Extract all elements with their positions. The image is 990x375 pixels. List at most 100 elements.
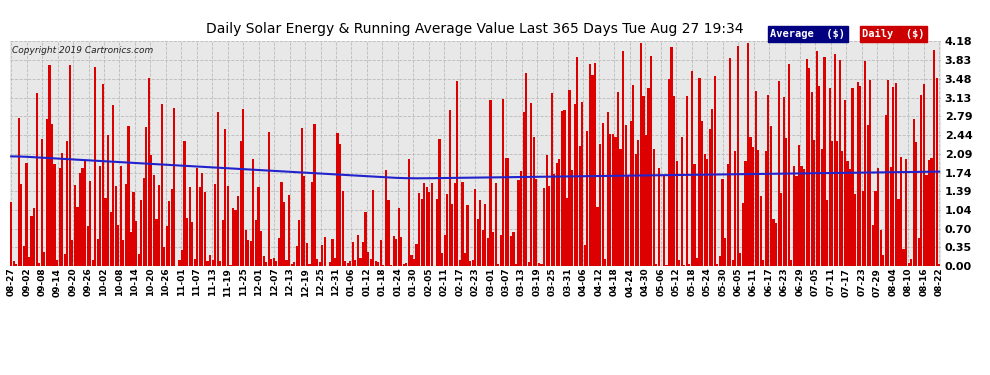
Bar: [543, 188, 545, 266]
Text: Copyright 2019 Cartronics.com: Copyright 2019 Cartronics.com: [12, 46, 153, 55]
Bar: [39, 263, 41, 266]
Bar: [662, 176, 665, 266]
Bar: [500, 235, 502, 266]
Bar: [303, 176, 306, 266]
Bar: [599, 144, 601, 266]
Bar: [356, 234, 359, 266]
Bar: [757, 150, 759, 266]
Bar: [507, 158, 510, 266]
Bar: [133, 192, 135, 266]
Bar: [856, 82, 858, 266]
Bar: [533, 136, 535, 266]
Bar: [191, 222, 193, 266]
Bar: [609, 134, 612, 266]
Bar: [647, 88, 649, 266]
Bar: [633, 85, 635, 266]
Bar: [764, 151, 767, 266]
Bar: [644, 135, 647, 266]
Bar: [84, 161, 86, 266]
Bar: [18, 118, 20, 266]
Bar: [321, 245, 324, 266]
Bar: [879, 230, 882, 266]
Bar: [362, 242, 364, 266]
Bar: [573, 104, 576, 266]
Bar: [615, 138, 617, 266]
Bar: [752, 147, 754, 266]
Bar: [298, 220, 300, 266]
Bar: [918, 238, 920, 266]
Bar: [398, 208, 400, 266]
Bar: [429, 192, 431, 266]
Bar: [56, 261, 58, 266]
Bar: [737, 46, 739, 266]
Bar: [405, 263, 408, 266]
Bar: [578, 146, 581, 266]
Bar: [640, 43, 642, 266]
Bar: [591, 75, 594, 266]
Bar: [831, 141, 834, 266]
Bar: [254, 220, 257, 266]
Bar: [699, 78, 701, 266]
Bar: [824, 57, 826, 266]
Bar: [528, 262, 530, 266]
Bar: [487, 238, 489, 266]
Bar: [612, 134, 614, 266]
Bar: [441, 254, 444, 266]
Bar: [112, 105, 114, 266]
Bar: [523, 112, 525, 266]
Bar: [206, 261, 209, 266]
Bar: [939, 264, 940, 266]
Bar: [783, 98, 785, 266]
Bar: [861, 191, 864, 266]
Bar: [541, 264, 543, 266]
Bar: [505, 158, 507, 266]
Bar: [900, 157, 902, 266]
Bar: [285, 261, 288, 266]
Bar: [681, 136, 683, 266]
Bar: [456, 81, 458, 266]
Bar: [212, 260, 214, 266]
Bar: [581, 102, 583, 266]
Bar: [337, 133, 339, 266]
Bar: [275, 261, 277, 266]
Bar: [411, 255, 413, 266]
Bar: [249, 241, 251, 266]
Bar: [10, 202, 12, 266]
Bar: [670, 48, 672, 266]
Bar: [767, 95, 769, 266]
Bar: [44, 252, 46, 266]
Bar: [842, 151, 843, 266]
Bar: [143, 178, 145, 266]
Bar: [665, 265, 667, 266]
Bar: [744, 161, 746, 266]
Bar: [230, 265, 232, 266]
Bar: [130, 232, 132, 266]
Bar: [369, 259, 372, 266]
Bar: [727, 165, 729, 266]
Bar: [821, 149, 823, 266]
Bar: [89, 180, 91, 266]
Bar: [882, 255, 884, 266]
Bar: [265, 262, 267, 266]
Bar: [81, 168, 83, 266]
Bar: [851, 88, 853, 266]
Bar: [426, 187, 428, 266]
Bar: [908, 263, 910, 266]
Bar: [701, 121, 703, 266]
Bar: [324, 237, 326, 266]
Bar: [520, 171, 522, 266]
Bar: [345, 261, 346, 266]
Bar: [222, 220, 224, 266]
Bar: [160, 104, 162, 266]
Bar: [245, 230, 247, 266]
Bar: [717, 264, 719, 266]
Bar: [301, 128, 303, 266]
Bar: [770, 126, 772, 266]
Bar: [13, 261, 15, 266]
Bar: [71, 240, 73, 266]
Bar: [859, 86, 861, 266]
Bar: [235, 210, 237, 266]
Bar: [489, 100, 492, 266]
Bar: [597, 207, 599, 266]
Bar: [872, 225, 874, 266]
